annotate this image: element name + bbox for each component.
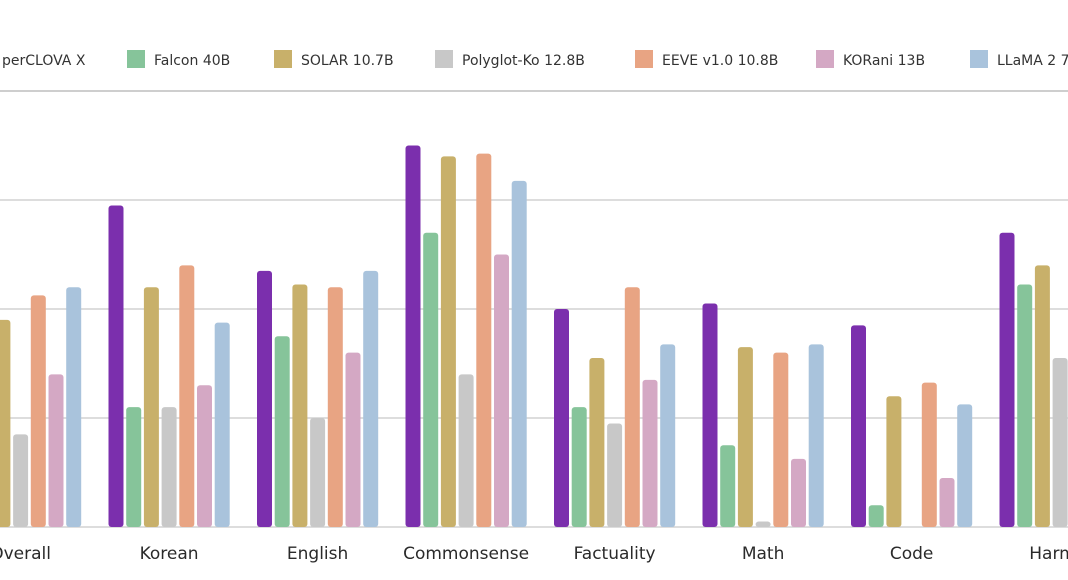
bar [363,270,379,527]
bar [0,319,11,527]
bar [737,347,753,527]
legend-swatch [970,50,988,68]
bar [511,180,527,528]
bar [1052,358,1068,527]
bar [423,232,439,527]
category-label: Commonsense [403,544,529,564]
bar [607,423,623,527]
bar [161,407,177,527]
category-labels: Overall Korean English Commonsense Factualit… [0,544,1068,564]
bar [702,303,718,527]
bar [345,352,361,527]
legend-label: Polyglot-Ko 12.8B [462,53,585,69]
bar [589,358,605,527]
bar [1034,265,1050,527]
bar [755,521,771,527]
legend-label: LLaMA 2 7 [997,53,1068,69]
bar [939,477,955,527]
bar [851,325,866,527]
bar [624,287,640,527]
legend: perCLOVA X Falcon 40B SOLAR 10.7B Polyglot-… [2,50,1068,69]
bar [868,505,884,527]
bar [13,434,29,527]
bar [327,287,343,527]
bar [476,153,492,528]
bars [0,145,1068,528]
gridlines [0,90,1068,528]
bar [405,145,421,527]
bar [292,284,308,527]
bar [773,352,789,527]
bar [126,407,142,527]
bar [660,344,676,527]
legend-label: EEVE v1.0 10.8B [662,53,778,69]
bar [886,396,902,527]
bar [274,336,290,527]
bar [554,309,569,527]
bar [214,322,230,527]
category-label: Math [742,544,785,564]
bar [642,379,658,527]
legend-label: Falcon 40B [154,53,230,69]
bar [999,232,1015,527]
legend-swatch [816,50,834,68]
bar [257,270,272,527]
bar [791,458,806,527]
bar [720,445,736,527]
bar [179,265,195,527]
legend-swatch [635,50,653,68]
category-label: Korean [140,544,199,564]
bar [197,385,212,527]
bar [957,404,973,527]
bar [921,382,937,527]
bar [310,418,326,527]
bar [1017,284,1033,527]
category-label: English [287,544,348,564]
category-label: Code [890,544,934,564]
legend-label: SOLAR 10.7B [301,53,394,69]
bar [108,205,124,527]
legend-swatch [127,50,145,68]
category-label: Overall [0,544,51,564]
legend-swatch [274,50,292,68]
legend-swatch [435,50,453,68]
bar [494,254,509,527]
bar [30,295,46,527]
bar [458,374,474,527]
category-label: Harmle [1029,544,1068,564]
bar [48,374,64,527]
bar [66,287,82,527]
legend-label: perCLOVA X [2,53,86,69]
bar [808,344,824,527]
category-label: Factuality [574,544,656,564]
bar [440,156,456,527]
bar [143,287,159,527]
bar [571,407,587,527]
legend-label: KORani 13B [843,53,925,69]
